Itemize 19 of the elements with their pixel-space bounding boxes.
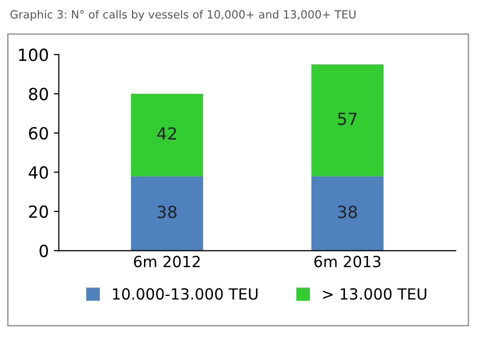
legend-label: > 13.000 TEU <box>323 288 426 300</box>
y-tick-label: 100 <box>19 48 48 62</box>
y-tick-label: 60 <box>29 126 48 140</box>
data-label: 38 <box>338 206 357 218</box>
legend-label: 10.000-13.000 TEU <box>113 288 258 300</box>
bar <box>311 64 384 176</box>
bar <box>311 176 384 251</box>
data-label: 38 <box>158 206 177 218</box>
data-label: 42 <box>157 127 176 140</box>
y-tick-label: 40 <box>28 166 48 179</box>
bar <box>130 94 204 176</box>
x-tick-label: 6m 2012 <box>134 256 200 268</box>
x-tick-label: 6m 2013 <box>314 256 380 268</box>
y-tick-label: 0 <box>40 244 48 258</box>
y-tick-label: 20 <box>29 205 48 218</box>
bar <box>130 176 204 251</box>
data-label: 57 <box>338 112 357 126</box>
y-tick-label: 80 <box>29 88 48 100</box>
chart-title: Graphic 3: N° of calls by vessels of 10,000+ and 13,000+ TEU <box>10 10 356 21</box>
